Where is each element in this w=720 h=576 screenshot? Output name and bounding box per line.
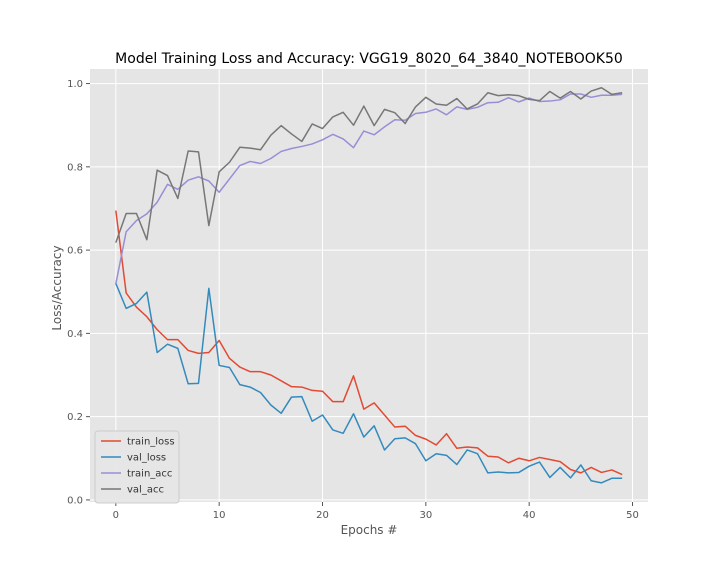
legend-label: val_loss	[127, 453, 166, 464]
x-tick-label: 10	[213, 510, 226, 521]
legend-label: train_loss	[127, 437, 175, 448]
series-line-val-loss	[115, 283, 623, 484]
y-tick-label: 0.0	[67, 495, 83, 506]
series-lines	[115, 86, 623, 484]
chart-title: Model Training Loss and Accuracy: VGG19_…	[115, 51, 623, 67]
x-tick-label: 0	[113, 510, 119, 521]
y-axis-label: Loss/Accuracy	[50, 245, 64, 330]
plot-background	[90, 69, 648, 502]
grid	[90, 69, 648, 502]
x-axis-label: Epochs #	[341, 523, 398, 537]
x-tick-label: 20	[316, 510, 329, 521]
y-tick-label: 0.4	[67, 329, 83, 340]
legend-box	[94, 430, 180, 504]
x-tick-label: 50	[626, 510, 639, 521]
legend-label: val_acc	[127, 485, 164, 496]
axis-ticks: 0 10 20 30 40 50 0.0 0.2 0.4 0.6 0.8 1.0	[67, 79, 639, 521]
y-tick-label: 0.2	[67, 412, 83, 423]
series-line-train-loss	[115, 210, 623, 476]
x-tick-label: 40	[523, 510, 536, 521]
y-tick-label: 1.0	[67, 79, 83, 90]
legend: train_loss val_loss train_acc val_acc	[94, 430, 180, 504]
y-tick-label: 0.6	[67, 246, 83, 257]
series-line-val-acc	[115, 86, 623, 243]
y-tick-label: 0.8	[67, 162, 83, 173]
x-tick-label: 30	[419, 510, 432, 521]
legend-label: train_acc	[127, 469, 172, 480]
